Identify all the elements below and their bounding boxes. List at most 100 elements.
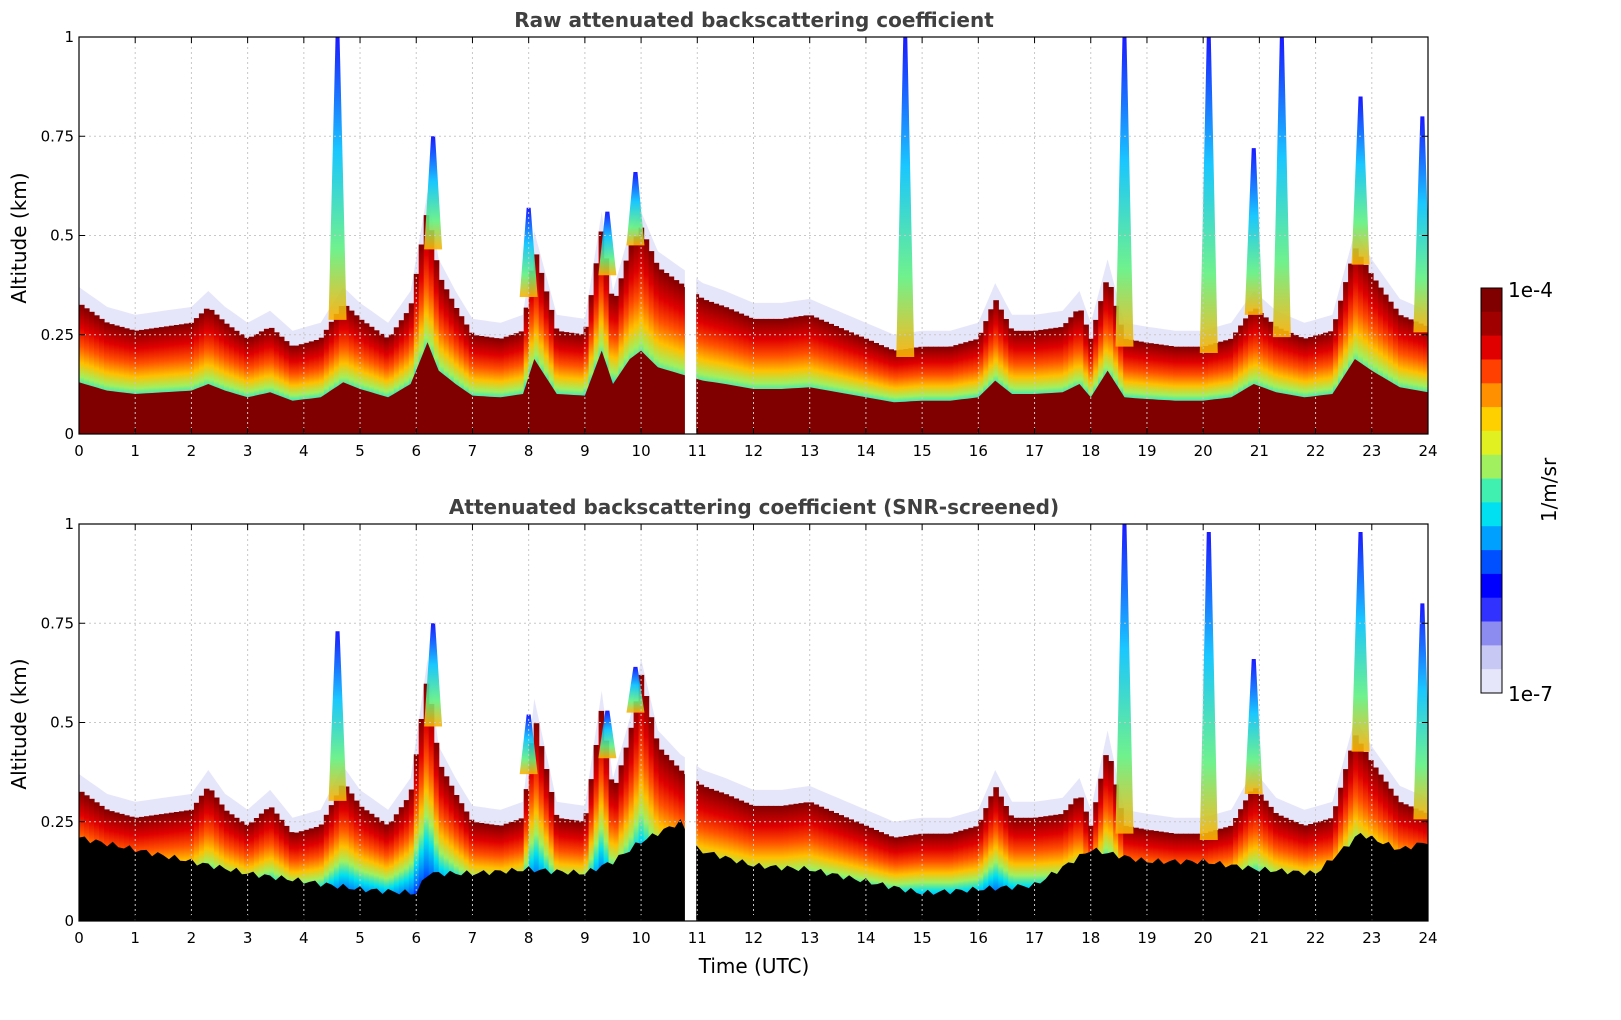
layer-column: [833, 813, 839, 921]
x-tick-label: 23: [1362, 442, 1381, 460]
layer-column: [418, 719, 425, 921]
layer-column: [553, 814, 560, 921]
layer-column: [283, 825, 290, 921]
x-tick-label: 9: [580, 442, 590, 460]
layer-column: [523, 789, 530, 921]
layer-column: [868, 827, 874, 921]
cloud-plume: [1199, 531, 1218, 841]
layer-column: [273, 332, 280, 434]
layer-column: [238, 334, 245, 434]
layer-column: [333, 795, 340, 921]
cloud-plume: [328, 631, 347, 801]
layer-column: [318, 337, 325, 434]
layer-column: [633, 701, 640, 921]
layer-column: [1278, 328, 1284, 434]
layer-column: [203, 788, 210, 921]
layer-column: [538, 746, 545, 921]
layer-column: [134, 330, 140, 434]
layer-column: [193, 802, 200, 921]
layer-column: [1408, 319, 1414, 434]
layer-column: [598, 710, 605, 921]
layer-column: [1323, 332, 1329, 434]
layer-column: [1353, 248, 1359, 434]
x-tick-label: 14: [856, 442, 875, 460]
layer-column: [1033, 817, 1039, 921]
layer-column: [1158, 344, 1164, 434]
layer-column: [518, 818, 525, 921]
x-tick-label: 16: [969, 929, 988, 947]
layer-column: [478, 336, 485, 434]
layer-column: [638, 674, 645, 921]
layer-column: [223, 810, 230, 921]
layer-column: [948, 833, 954, 921]
layer-column: [1423, 325, 1428, 434]
layer-column: [378, 333, 385, 434]
layer-column: [428, 704, 435, 921]
layer-column: [1253, 788, 1259, 921]
layer-column: [978, 819, 984, 921]
colorbar-cell: [1481, 430, 1502, 456]
x-tick-label: 3: [243, 442, 253, 460]
layer-column: [443, 289, 450, 434]
layer-column: [893, 350, 899, 434]
cloud-plume: [1351, 96, 1370, 265]
layer-column: [343, 786, 350, 921]
layer-column: [1113, 305, 1119, 434]
layer-column: [808, 315, 815, 434]
layer-column: [933, 833, 939, 921]
layer-column: [383, 824, 390, 921]
layer-column: [129, 329, 135, 434]
layer-column: [403, 800, 410, 921]
layer-column: [1313, 335, 1319, 434]
layer-column: [358, 319, 365, 434]
layer-column: [273, 813, 280, 921]
colorbar: 1e-4 1e-7 1/m/sr: [1480, 278, 1561, 706]
layer-column: [153, 327, 160, 434]
layer-column: [743, 315, 750, 434]
layer-column: [658, 269, 665, 434]
layer-column: [998, 309, 1004, 434]
layer-column: [423, 683, 430, 921]
layer-column: [743, 802, 750, 921]
layer-column: [1048, 815, 1054, 921]
layer-column: [983, 321, 989, 434]
screened-panel-title: Attenuated backscattering coefficient (S…: [449, 495, 1059, 519]
layer-column: [993, 787, 999, 921]
colorbar-cell: [1481, 621, 1502, 646]
layer-column: [638, 227, 645, 434]
layer-column: [793, 803, 800, 921]
layer-column: [1283, 817, 1289, 921]
x-tick-label: 1: [130, 442, 140, 460]
layer-column: [1223, 340, 1229, 434]
x-tick-label: 8: [524, 442, 534, 460]
layer-column: [883, 347, 889, 434]
layer-column: [578, 334, 585, 434]
layer-column: [303, 342, 310, 434]
x-tick-label: 19: [1137, 442, 1156, 460]
layer-column: [253, 334, 260, 434]
colorbar-cell: [1481, 311, 1502, 337]
layer-column: [953, 345, 959, 434]
layer-column: [578, 821, 585, 921]
layer-column: [718, 792, 725, 921]
layer-column: [398, 320, 405, 434]
x-tick-label: 0: [74, 442, 84, 460]
layer-column: [838, 815, 844, 921]
layer-column: [1303, 338, 1309, 434]
layer-column: [1358, 743, 1364, 921]
cloud-plume: [328, 37, 347, 320]
layer-column: [968, 340, 974, 434]
layer-column: [258, 331, 265, 434]
layer-column: [158, 327, 165, 434]
x-tick-label: 6: [411, 929, 421, 947]
layer-column: [908, 348, 914, 434]
layer-column: [288, 345, 295, 434]
layer-column: [1168, 346, 1174, 434]
colorbar-cell: [1481, 669, 1502, 694]
layer-column: [363, 810, 370, 921]
layer-column: [338, 306, 345, 434]
layer-column: [728, 309, 735, 434]
layer-column: [668, 276, 675, 434]
layer-column: [1173, 346, 1179, 434]
y-tick-label: 0.5: [50, 227, 74, 245]
